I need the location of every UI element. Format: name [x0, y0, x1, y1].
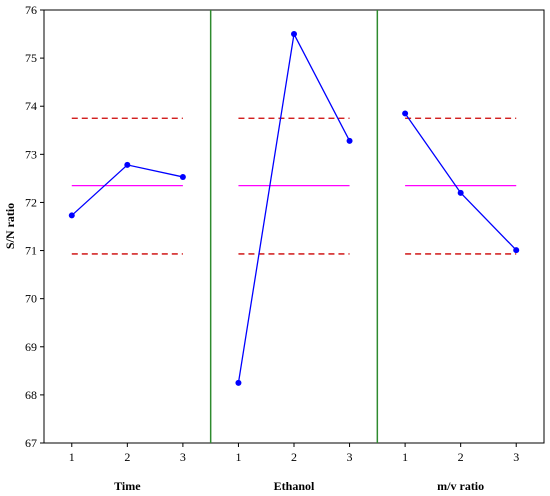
x-tick-label: 2 — [458, 450, 464, 464]
x-tick-label: 3 — [513, 450, 519, 464]
panel-label: m/v ratio — [437, 479, 484, 493]
data-point — [291, 31, 297, 38]
panel-label: Ethanol — [274, 479, 315, 493]
y-tick-label: 75 — [25, 51, 37, 65]
y-axis: 67 68 69 70 71 72 73 74 75 76 — [25, 3, 44, 450]
data-point — [402, 110, 409, 117]
panel-label: Time — [114, 479, 141, 493]
data-point — [513, 247, 520, 254]
y-tick-label: 71 — [25, 244, 37, 258]
series-lines — [68, 31, 520, 386]
x-tick-label: 1 — [402, 450, 408, 464]
data-point — [457, 189, 464, 196]
x-tick-label: 3 — [347, 450, 353, 464]
x-tick-label: 1 — [69, 450, 75, 464]
y-tick-label: 73 — [25, 147, 37, 161]
y-tick-label: 70 — [25, 292, 37, 306]
y-tick-label: 69 — [25, 340, 37, 354]
x-tick-label: 2 — [124, 450, 130, 464]
data-point — [235, 379, 242, 386]
y-tick-label: 76 — [25, 3, 37, 17]
data-point — [124, 161, 131, 168]
y-axis-label: S/N ratio — [3, 203, 17, 249]
y-tick-label: 72 — [25, 195, 37, 209]
y-tick-label: 68 — [25, 388, 37, 402]
y-tick-label: 74 — [25, 99, 37, 113]
x-tick-label: 1 — [235, 450, 241, 464]
data-point — [346, 137, 353, 144]
y-tick-label: 67 — [25, 436, 37, 450]
reference-lines — [71, 117, 517, 255]
x-tick-label: 2 — [291, 450, 297, 464]
x-tick-label: 3 — [180, 450, 186, 464]
data-point — [68, 212, 75, 219]
panel-separators — [209, 10, 379, 443]
x-axis: 1 2 3 Time 1 2 3 Ethanol 1 2 3 m/v ratio — [69, 443, 519, 493]
data-point — [179, 173, 186, 180]
plot-area — [43, 9, 545, 444]
